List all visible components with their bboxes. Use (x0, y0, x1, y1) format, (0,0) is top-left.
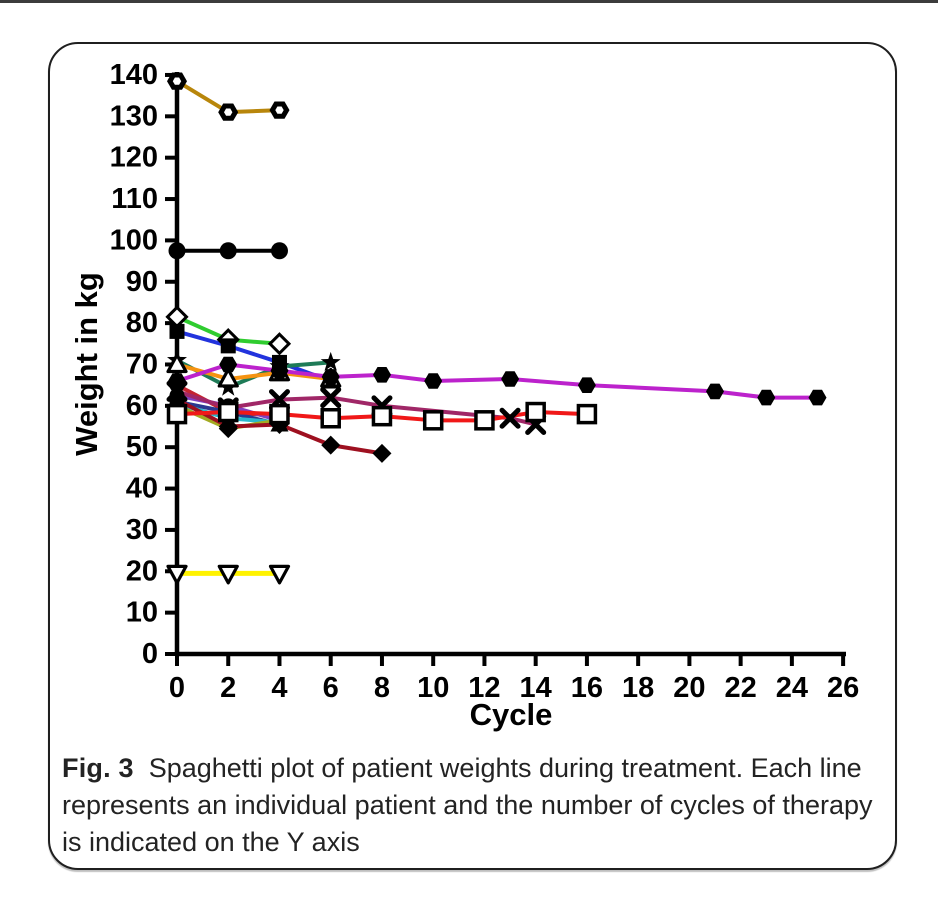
y-tick-label: 100 (110, 224, 158, 256)
series-lines (174, 79, 820, 576)
series-markers-patient-02 (168, 242, 288, 260)
y-tick-label: 40 (126, 473, 158, 505)
y-axis-title: Weight in kg (69, 272, 104, 456)
x-tick-label: 0 (169, 672, 185, 704)
figure-caption-text: Spaghetti plot of patient weights during… (62, 753, 873, 857)
y-tick-label: 90 (126, 266, 158, 298)
y-tick-label: 140 (110, 59, 158, 91)
x-tick-label: 20 (673, 672, 705, 704)
figure-panel (48, 42, 897, 870)
figure-caption: Fig. 3 Spaghetti plot of patient weights … (62, 750, 882, 861)
series-markers-patient-01 (167, 72, 290, 121)
y-tick-label: 60 (126, 390, 158, 422)
y-tick-label: 0 (142, 638, 158, 670)
y-tick-label: 70 (126, 348, 158, 380)
x-tick-label: 14 (520, 672, 552, 704)
series-line-patient-04 (175, 329, 333, 384)
series-markers-patient-16 (166, 564, 291, 585)
figure-caption-label: Fig. 3 (62, 753, 134, 783)
y-tick-label: 20 (126, 555, 158, 587)
x-tick-label: 10 (417, 672, 449, 704)
y-tick-label: 130 (110, 100, 158, 132)
x-tick-label: 24 (776, 672, 808, 704)
series-markers-patient-15 (166, 401, 598, 431)
page-top-border (0, 0, 938, 3)
x-tick-label: 22 (725, 672, 757, 704)
y-tick-label: 30 (126, 514, 158, 546)
y-tick-label: 50 (126, 431, 158, 463)
series-markers-patient-05 (167, 349, 341, 396)
series-markers-patient-07 (168, 356, 827, 406)
x-tick-label: 6 (323, 672, 339, 704)
x-axis-title: Cycle (470, 697, 553, 732)
y-tick-label: 10 (126, 597, 158, 629)
y-tick-label: 110 (111, 183, 158, 215)
x-tick-label: 26 (827, 672, 859, 704)
x-tick-label: 2 (220, 672, 236, 704)
x-tick-label: 8 (374, 672, 390, 704)
x-tick-label: 12 (468, 672, 500, 704)
x-tick-label: 4 (271, 672, 287, 704)
x-tick-label: 18 (622, 672, 654, 704)
y-tick-label: 80 (126, 307, 158, 339)
x-tick-label: 16 (571, 672, 603, 704)
y-tick-label: 120 (110, 142, 158, 174)
